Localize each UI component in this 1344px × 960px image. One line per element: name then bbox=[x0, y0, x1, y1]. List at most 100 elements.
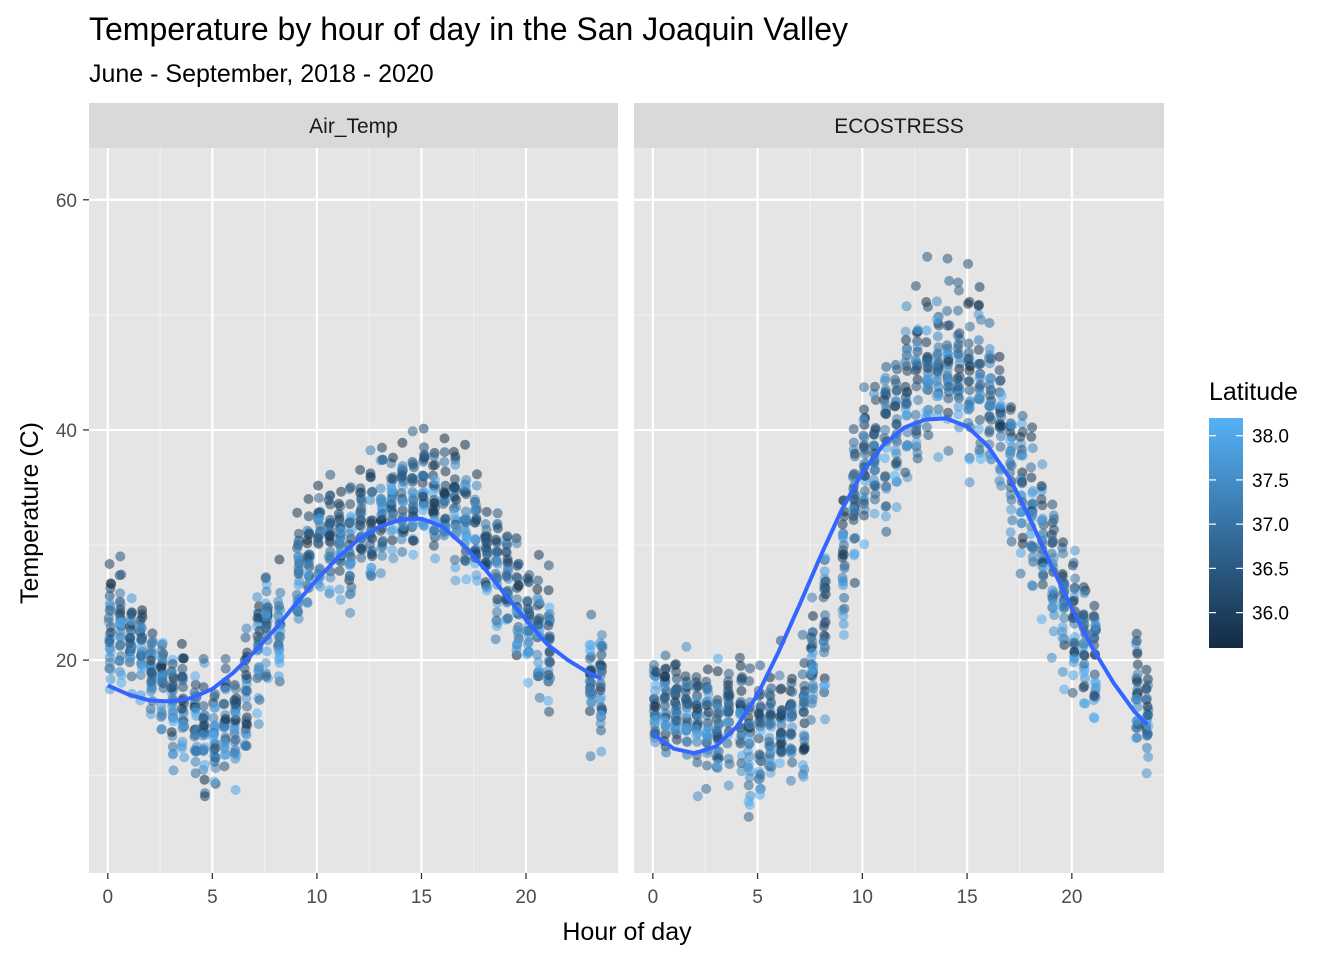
data-point bbox=[869, 494, 880, 505]
x-tick-label: 10 bbox=[852, 887, 873, 908]
data-point bbox=[158, 683, 169, 694]
data-point bbox=[219, 761, 230, 772]
data-point bbox=[1078, 667, 1089, 678]
data-point bbox=[522, 595, 533, 606]
data-point bbox=[367, 486, 378, 497]
data-point bbox=[723, 668, 734, 679]
data-point bbox=[691, 672, 702, 683]
data-point bbox=[798, 707, 809, 718]
data-point bbox=[261, 586, 272, 597]
data-point bbox=[837, 572, 848, 583]
data-point bbox=[136, 634, 147, 645]
data-point bbox=[1015, 547, 1026, 558]
data-point bbox=[1058, 548, 1068, 559]
data-point bbox=[501, 547, 512, 558]
data-point bbox=[736, 728, 747, 739]
data-point bbox=[839, 563, 850, 574]
data-point bbox=[418, 491, 428, 502]
data-point bbox=[274, 554, 285, 565]
data-point bbox=[178, 720, 189, 731]
data-point bbox=[461, 535, 472, 545]
data-point bbox=[492, 547, 503, 558]
data-point bbox=[428, 460, 438, 471]
data-point bbox=[114, 656, 125, 667]
data-point bbox=[398, 496, 409, 507]
data-point bbox=[1047, 585, 1058, 596]
data-point bbox=[230, 708, 241, 719]
data-point bbox=[942, 306, 953, 316]
data-point bbox=[365, 495, 376, 506]
data-point bbox=[490, 534, 501, 545]
data-point bbox=[892, 385, 903, 395]
data-point bbox=[900, 467, 911, 478]
data-point bbox=[744, 751, 755, 762]
data-point bbox=[1007, 420, 1018, 431]
data-point bbox=[115, 551, 126, 562]
data-point bbox=[168, 706, 178, 717]
data-point bbox=[303, 511, 314, 522]
data-point bbox=[921, 406, 932, 416]
data-point bbox=[125, 653, 136, 663]
data-point bbox=[439, 433, 450, 444]
data-point bbox=[344, 570, 355, 581]
data-point bbox=[996, 390, 1007, 401]
data-point bbox=[274, 634, 285, 645]
data-point bbox=[115, 617, 126, 628]
data-point bbox=[314, 513, 325, 524]
data-point bbox=[848, 437, 859, 448]
data-point bbox=[702, 732, 713, 743]
data-point bbox=[156, 724, 167, 735]
data-point bbox=[954, 393, 964, 404]
data-point bbox=[931, 314, 942, 324]
data-point bbox=[902, 427, 913, 438]
data-point bbox=[724, 759, 735, 770]
data-point bbox=[325, 469, 336, 480]
facet-strip bbox=[89, 103, 618, 148]
data-point bbox=[522, 573, 533, 584]
facet-panel-air_temp: Air_Temp 0 5 10 15 20 20 40 60 bbox=[56, 103, 618, 908]
x-tick-label: 15 bbox=[957, 887, 978, 908]
data-point bbox=[1017, 450, 1028, 461]
data-point bbox=[439, 530, 450, 541]
data-point bbox=[785, 745, 796, 756]
data-point bbox=[943, 381, 954, 392]
data-point bbox=[346, 587, 357, 598]
data-point bbox=[745, 663, 755, 674]
data-point bbox=[735, 696, 746, 707]
data-point bbox=[1079, 650, 1090, 660]
data-point bbox=[775, 684, 786, 695]
data-point bbox=[242, 701, 252, 712]
data-point bbox=[596, 630, 607, 640]
data-point bbox=[932, 351, 943, 362]
data-point bbox=[691, 730, 702, 741]
data-point bbox=[954, 371, 965, 382]
data-point bbox=[126, 671, 137, 682]
data-point bbox=[680, 671, 691, 682]
data-point bbox=[377, 535, 388, 546]
data-point bbox=[797, 629, 808, 640]
data-point bbox=[931, 391, 942, 402]
data-point bbox=[197, 730, 208, 741]
data-point bbox=[407, 493, 418, 504]
data-point bbox=[220, 684, 231, 695]
data-point bbox=[901, 345, 912, 356]
data-point bbox=[357, 497, 367, 508]
data-point bbox=[651, 667, 662, 678]
data-point bbox=[963, 298, 974, 309]
data-point bbox=[275, 587, 286, 598]
data-point bbox=[859, 432, 870, 443]
data-point bbox=[838, 610, 849, 621]
data-point bbox=[145, 703, 156, 714]
data-point bbox=[995, 400, 1006, 411]
data-point bbox=[985, 385, 996, 396]
data-point bbox=[900, 357, 911, 368]
data-point bbox=[355, 464, 366, 475]
data-point bbox=[357, 544, 367, 555]
data-point bbox=[1067, 687, 1078, 698]
data-point bbox=[953, 349, 964, 359]
data-point bbox=[429, 524, 440, 535]
facet-strip bbox=[634, 103, 1164, 148]
data-point bbox=[660, 650, 671, 661]
data-point bbox=[891, 419, 902, 430]
data-point bbox=[880, 424, 891, 435]
